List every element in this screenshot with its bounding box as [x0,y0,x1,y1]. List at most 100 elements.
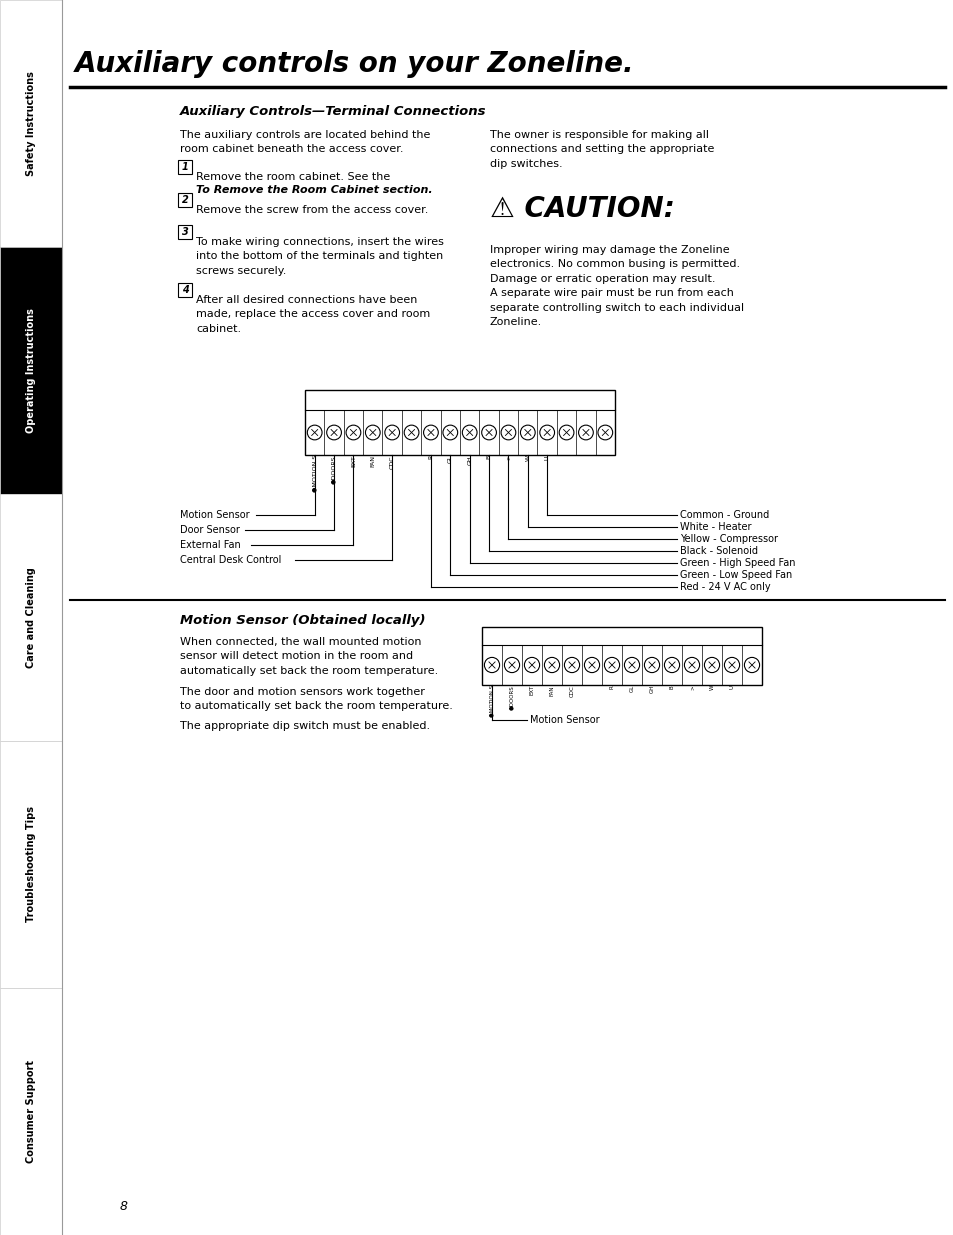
Circle shape [723,657,739,673]
Text: The appropriate dip switch must be enabled.: The appropriate dip switch must be enabl… [180,721,430,731]
Circle shape [384,425,399,440]
Circle shape [624,657,639,673]
Circle shape [584,657,599,673]
Text: Operating Instructions: Operating Instructions [26,308,36,433]
Text: External Fan: External Fan [180,540,240,550]
Text: B: B [669,685,674,689]
Text: ●MOTION S: ●MOTION S [489,685,494,718]
Circle shape [663,657,679,673]
Circle shape [643,657,659,673]
Text: Auxiliary controls on your Zoneline.: Auxiliary controls on your Zoneline. [75,49,634,78]
Text: U: U [544,454,549,459]
Text: >: > [689,685,694,689]
Circle shape [604,657,618,673]
Circle shape [578,425,593,440]
Circle shape [504,657,519,673]
Text: R: R [428,454,433,459]
Text: 3: 3 [181,227,188,237]
Text: Motion Sensor (Obtained locally): Motion Sensor (Obtained locally) [180,614,425,627]
Text: B: B [486,454,491,459]
Text: Black - Solenoid: Black - Solenoid [679,546,758,556]
Bar [178,225,192,240]
Circle shape [404,425,418,440]
Text: To make wiring connections, insert the wires
into the bottom of the terminals an: To make wiring connections, insert the w… [195,237,443,275]
Text: GL: GL [447,454,453,463]
Circle shape [743,657,759,673]
Circle shape [481,425,496,440]
Text: Improper wiring may damage the Zoneline
electronics. No common busing is permitt: Improper wiring may damage the Zoneline … [490,245,743,327]
Text: Safety Instructions: Safety Instructions [26,72,36,175]
Circle shape [520,425,535,440]
Bar [178,193,192,207]
Text: R: R [609,685,614,689]
Text: FAN: FAN [370,454,375,467]
Text: CDC: CDC [389,454,395,468]
Text: GH: GH [467,454,472,464]
Circle shape [544,657,559,673]
Text: To Remove the Room Cabinet section.: To Remove the Room Cabinet section. [195,185,432,195]
Circle shape [326,425,341,440]
Bar [481,627,761,685]
Circle shape [524,657,539,673]
Text: The door and motion sensors work together
to automatically set back the room tem: The door and motion sensors work togethe… [180,687,453,711]
Text: Motion Sensor: Motion Sensor [530,715,599,725]
Text: Care and Cleaning: Care and Cleaning [26,567,36,668]
Text: The owner is responsible for making all
connections and setting the appropriate
: The owner is responsible for making all … [490,130,714,169]
Text: Motion Sensor: Motion Sensor [180,510,250,520]
Bar [178,283,192,296]
Circle shape [683,657,699,673]
Text: GL: GL [629,685,634,693]
Text: Yellow - Compressor: Yellow - Compressor [679,534,778,543]
Circle shape [558,425,574,440]
Text: Remove the room cabinet. See the: Remove the room cabinet. See the [195,172,390,196]
Text: After all desired connections have been
made, replace the access cover and room
: After all desired connections have been … [195,295,430,333]
Bar [0,988,62,1235]
Text: W: W [709,685,714,690]
Text: FAN: FAN [549,685,554,695]
Text: 1: 1 [181,162,188,172]
Text: Central Desk Control: Central Desk Control [180,555,281,564]
Circle shape [307,425,322,440]
Bar [178,161,192,174]
Text: Green - High Speed Fan: Green - High Speed Fan [679,558,795,568]
Text: GH: GH [649,685,654,693]
Circle shape [423,425,437,440]
Bar [0,494,62,741]
Text: White - Heater: White - Heater [679,522,751,532]
Text: 8: 8 [120,1200,128,1213]
Text: Door Sensor: Door Sensor [180,525,239,535]
Bar [0,741,62,988]
Bar [0,0,62,247]
Circle shape [598,425,612,440]
Circle shape [462,425,476,440]
Text: Auxiliary Controls—Terminal Connections: Auxiliary Controls—Terminal Connections [180,105,486,119]
Text: 4: 4 [181,285,188,295]
Text: CDC: CDC [569,685,574,697]
Text: Red - 24 V AC only: Red - 24 V AC only [679,582,770,592]
Circle shape [564,657,579,673]
Text: ●DOORS: ●DOORS [509,685,514,710]
Circle shape [442,425,457,440]
Text: ●MOTION S: ●MOTION S [312,454,316,493]
Text: Common - Ground: Common - Ground [679,510,768,520]
Circle shape [500,425,516,440]
Text: The auxiliary controls are located behind the
room cabinet beneath the access co: The auxiliary controls are located behin… [180,130,430,154]
Text: ⚠ CAUTION:: ⚠ CAUTION: [490,195,674,224]
Text: ●DOORS: ●DOORS [332,454,336,483]
Circle shape [539,425,554,440]
Bar [0,247,62,494]
Text: Consumer Support: Consumer Support [26,1060,36,1163]
Circle shape [365,425,380,440]
Circle shape [703,657,719,673]
Bar [305,390,615,454]
Text: EXT: EXT [529,685,534,695]
Text: >: > [505,454,511,461]
Text: When connected, the wall mounted motion
sensor will detect motion in the room an: When connected, the wall mounted motion … [180,637,437,676]
Text: 2: 2 [181,195,188,205]
Text: EXT: EXT [351,454,355,467]
Text: Green - Low Speed Fan: Green - Low Speed Fan [679,571,791,580]
Circle shape [484,657,499,673]
Text: Remove the screw from the access cover.: Remove the screw from the access cover. [195,205,428,215]
Text: Troubleshooting Tips: Troubleshooting Tips [26,806,36,923]
Text: U: U [729,685,734,689]
